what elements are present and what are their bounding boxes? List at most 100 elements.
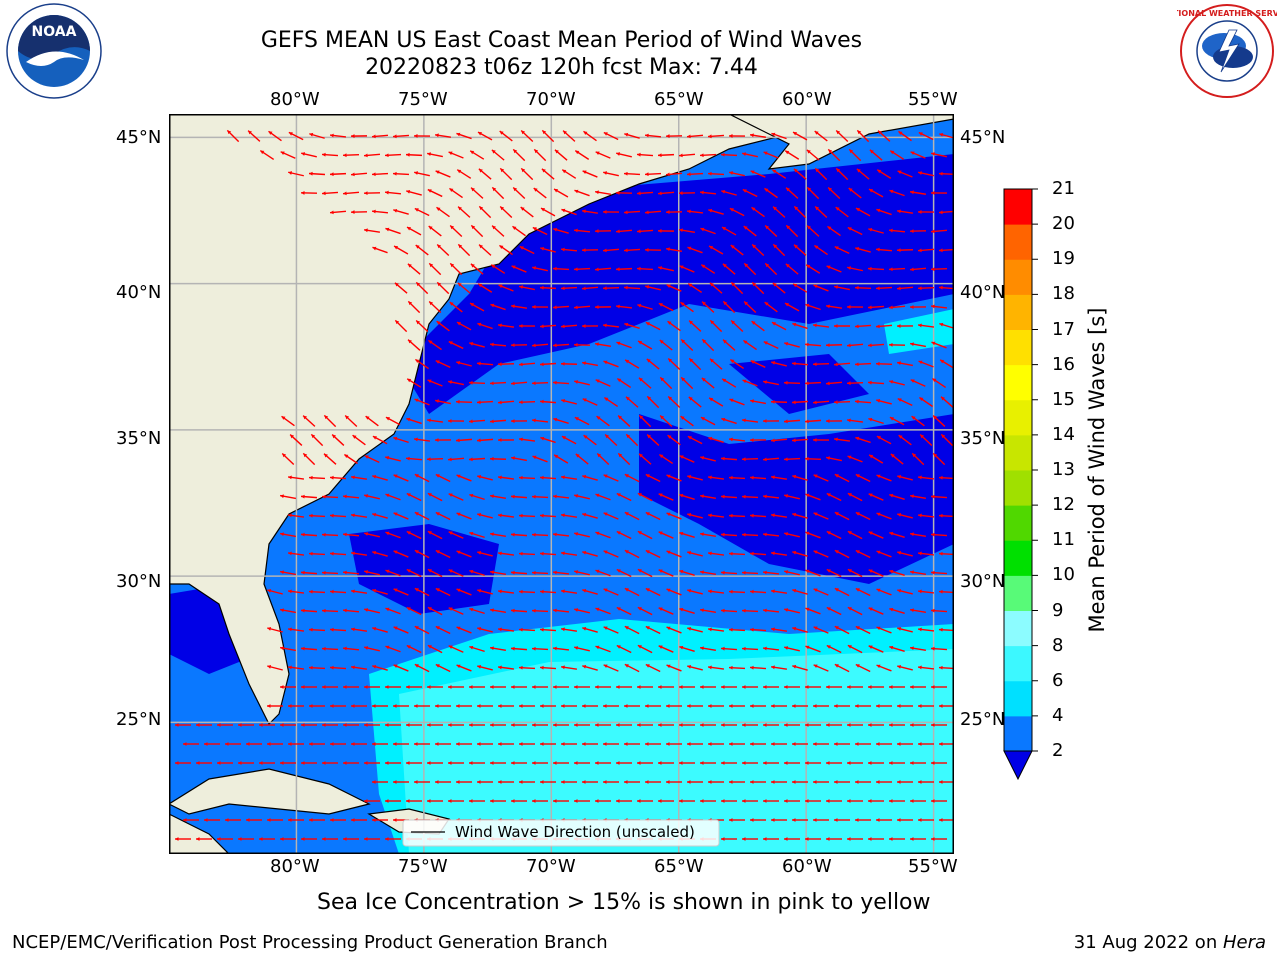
wind-wave-arrow [624,359,640,369]
wind-wave-arrow [939,780,954,784]
wind-wave-arrow [771,361,787,367]
wind-wave-arrow [616,799,632,803]
wind-wave-arrow [890,453,904,465]
wind-wave-arrow [595,723,611,727]
wind-wave-arrow [720,494,738,499]
wind-wave-arrow [728,437,746,442]
wind-wave-arrow [309,704,325,708]
footer-date-text: 31 Aug 2022 on [1073,932,1223,953]
wind-wave-arrow [749,589,767,594]
wind-wave-arrow [658,453,674,465]
wind-wave-arrow [657,191,675,196]
wind-wave-arrow [637,723,653,727]
wind-wave-arrow [489,456,507,461]
wind-wave-arrow [300,608,318,613]
wind-wave-arrow [897,398,913,406]
wind-wave-arrow [406,799,422,803]
wind-wave-arrow [729,398,745,406]
wind-wave-arrow [687,589,703,595]
footer-date: 31 Aug 2022 on Hera [1074,932,1266,953]
wind-wave-arrow [834,285,850,291]
wind-wave-arrow [267,627,283,633]
wind-wave-arrow [414,587,430,597]
wind-wave-arrow [329,133,347,138]
wind-wave-arrow [667,320,681,332]
colorbar-tick-label: 2 [1052,740,1064,761]
wind-wave-arrow [552,570,570,575]
wind-wave-arrow [574,494,590,500]
wind-wave-arrow [595,685,611,689]
colorbar-segment [1004,610,1032,647]
wind-wave-arrow [322,837,338,841]
wind-wave-arrow [889,493,905,500]
wind-wave-arrow [499,205,513,219]
wind-wave-arrow [646,358,660,370]
wind-wave-arrow [679,569,695,577]
wind-wave-arrow [259,150,275,160]
wind-wave-arrow [490,264,506,274]
colorbar-under-triangle [1003,750,1033,781]
colorbar-segment [1004,364,1032,401]
colorbar-tick-label: 8 [1052,634,1064,656]
wind-wave-arrow [772,282,786,294]
wind-wave-arrow [708,780,724,784]
wind-wave-arrow [708,245,724,255]
wind-wave-arrow [708,704,724,708]
map-frame [169,114,954,854]
wind-wave-arrow [581,248,599,253]
wind-wave-arrow [687,704,703,708]
wind-wave-arrow [770,475,788,480]
wind-wave-arrow [868,645,884,653]
wind-wave-arrow [615,267,633,272]
wind-wave-arrow [918,396,934,408]
wind-wave-arrow [553,454,569,464]
wind-wave-arrow [238,837,254,841]
wind-wave-arrow [846,418,864,423]
wind-wave-arrow [938,475,954,480]
wind-wave-arrow [342,494,360,499]
wind-wave-arrow [225,742,241,746]
wind-wave-arrow [805,761,821,765]
wind-wave-arrow [364,761,380,765]
wind-wave-arrow [449,224,463,238]
wind-wave-arrow [855,247,871,253]
wind-wave-arrow [477,665,493,671]
wind-wave-arrow [938,171,954,176]
wind-wave-arrow [792,512,808,519]
wind-wave-arrow [532,761,548,765]
wind-wave-arrow [637,530,653,540]
wind-wave-arrow [583,434,597,446]
wind-wave-arrow [246,818,262,822]
wind-wave-arrow [427,723,443,727]
wind-wave-arrow [687,627,703,633]
wind-wave-arrow [763,799,779,803]
wind-wave-arrow [679,645,695,653]
wind-wave-arrow [175,761,191,765]
wind-wave-arrow [552,266,570,271]
wind-wave-arrow [666,550,682,558]
wind-wave-arrow [888,228,906,233]
wind-wave-arrow [930,608,948,613]
wind-wave-arrow [930,494,948,499]
wind-wave-arrow [615,304,633,309]
wind-wave-arrow [931,837,947,841]
wind-wave-arrow [771,818,787,822]
wind-wave-arrow [742,685,758,689]
wind-wave-arrow [540,207,556,217]
wind-wave-arrow [414,625,430,635]
wind-wave-arrow [448,380,464,386]
wind-wave-arrow [721,417,737,425]
wind-wave-arrow [855,704,871,708]
wind-wave-arrow [582,361,598,367]
wind-wave-arrow [854,399,872,404]
colorbar-segment [1004,434,1032,471]
wind-wave-arrow [406,189,422,196]
wind-wave-arrow [477,627,493,633]
wind-wave-arrow [834,780,850,784]
wind-wave-arrow [428,339,442,351]
wind-wave-arrow [518,627,536,632]
wind-wave-arrow [384,190,402,195]
wind-wave-arrow [573,267,591,272]
wind-wave-arrow [448,493,464,501]
low-period-region [639,414,954,584]
